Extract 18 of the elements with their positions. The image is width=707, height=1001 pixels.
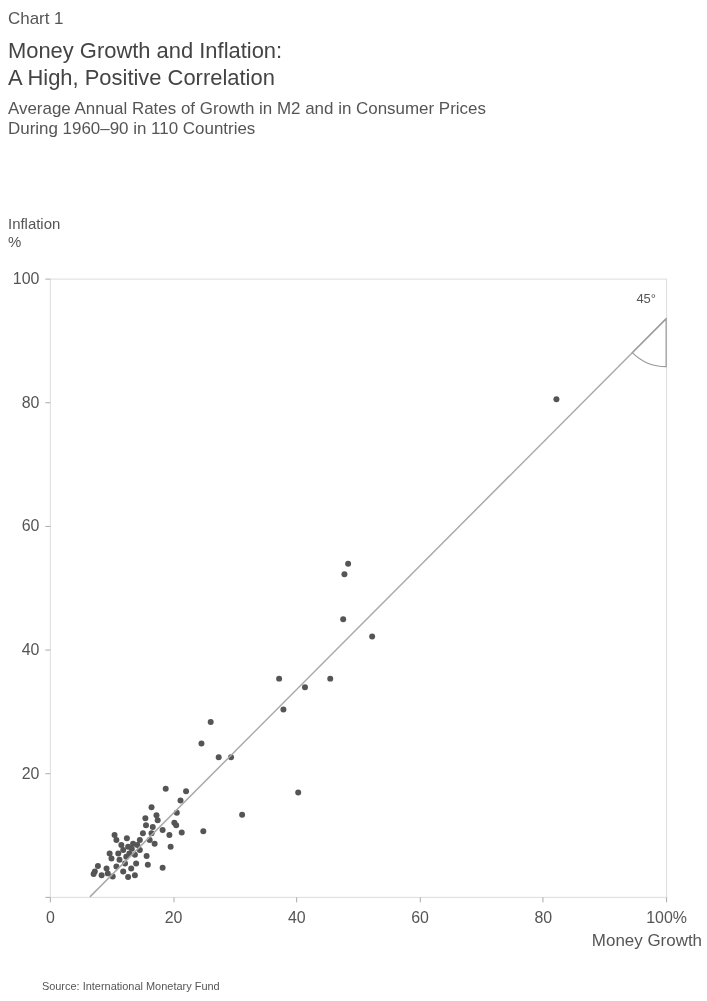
y-tick-label: 40	[21, 641, 40, 659]
chart-title: Money Growth and Inflation: A High, Positive Correlation	[7, 38, 283, 90]
y-tick-label: 80	[21, 393, 40, 411]
annotation: 45°	[636, 290, 656, 306]
caption: Chart 1	[7, 9, 64, 29]
y-tick-label: 100	[12, 270, 40, 288]
y-tick-label: 60	[21, 517, 40, 535]
x-tick-label: 80	[534, 909, 553, 927]
x-tick-label: 100%	[646, 909, 687, 927]
x-axis-title: Money Growth	[591, 930, 703, 950]
chart-subtitle: Average Annual Rates of Growth in M2 and in Consumer Prices During 1960–90 in 110 Countries	[7, 99, 486, 139]
y-tick-label: 20	[21, 764, 40, 782]
x-tick-label: 60	[411, 909, 430, 927]
x-tick-label: 20	[164, 909, 183, 927]
y-axis-title: Inflation %	[7, 214, 61, 250]
x-tick-label: 0	[45, 909, 55, 927]
source-note: Source: International Monetary Fund	[41, 979, 220, 992]
x-tick-label: 40	[287, 909, 306, 927]
